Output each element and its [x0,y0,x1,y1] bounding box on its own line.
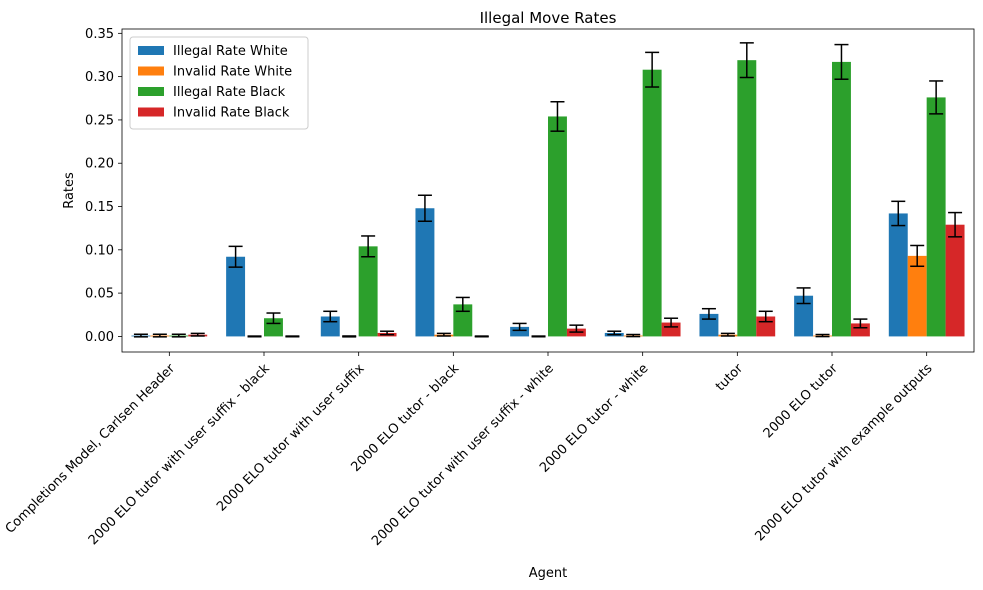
x-tick-label: 2000 ELO tutor - white [537,361,651,475]
y-tick-label: 0.15 [85,200,114,215]
x-tick-label: 2000 ELO tutor with user suffix [214,361,368,515]
x-axis-label: Agent [529,566,567,581]
legend-swatch [138,107,164,117]
x-tick-label: 2000 ELO tutor with example outputs [752,361,935,544]
bar [415,208,435,337]
x-tick-label: tutor [713,361,747,395]
y-tick-label: 0.25 [85,113,114,128]
bar [453,304,473,337]
chart-title: Illegal Move Rates [480,9,617,27]
bar [737,60,757,337]
plot-frame [121,28,975,353]
bar [832,61,851,337]
legend-swatch [138,46,164,55]
y-axis-label: Rates [62,172,77,209]
bar [642,69,662,337]
y-tick-label: 0.30 [85,70,114,85]
legend-label: Illegal Rate White [173,44,288,59]
legend: Illegal Rate White Invalid Rate White Ille… [129,36,309,130]
bar [548,116,567,337]
legend-swatch [138,87,164,96]
bar [850,323,870,337]
x-tick-label: 2000 ELO tutor [761,361,842,442]
legend-label: Invalid Rate Black [173,106,290,121]
legend-swatch [138,66,164,76]
bar [794,295,814,337]
x-tick-label: 2000 ELO tutor - black [348,361,462,475]
y-tick-label: 0.10 [85,243,114,258]
bar [661,322,681,337]
bar [358,246,378,337]
x-tick-label: 2000 ELO tutor with user suffix - black [86,361,273,548]
legend-label: Illegal Rate Black [173,85,286,100]
bar [226,256,246,337]
bar [888,213,908,337]
bar [907,255,927,337]
legend-label: Invalid Rate White [173,65,292,80]
bar [510,326,530,337]
x-tick-label: 2000 ELO tutor with user suffix - white [369,361,557,549]
y-tick-label: 0.05 [85,287,114,302]
x-tick-label: Completions Model, Carlsen Header [3,361,179,537]
y-tick-label: 0.35 [85,27,114,42]
y-tick-label: 0.00 [85,330,114,345]
legend-box [129,36,309,130]
bar [945,224,965,337]
y-tick-label: 0.20 [85,157,114,172]
bar [926,97,946,337]
